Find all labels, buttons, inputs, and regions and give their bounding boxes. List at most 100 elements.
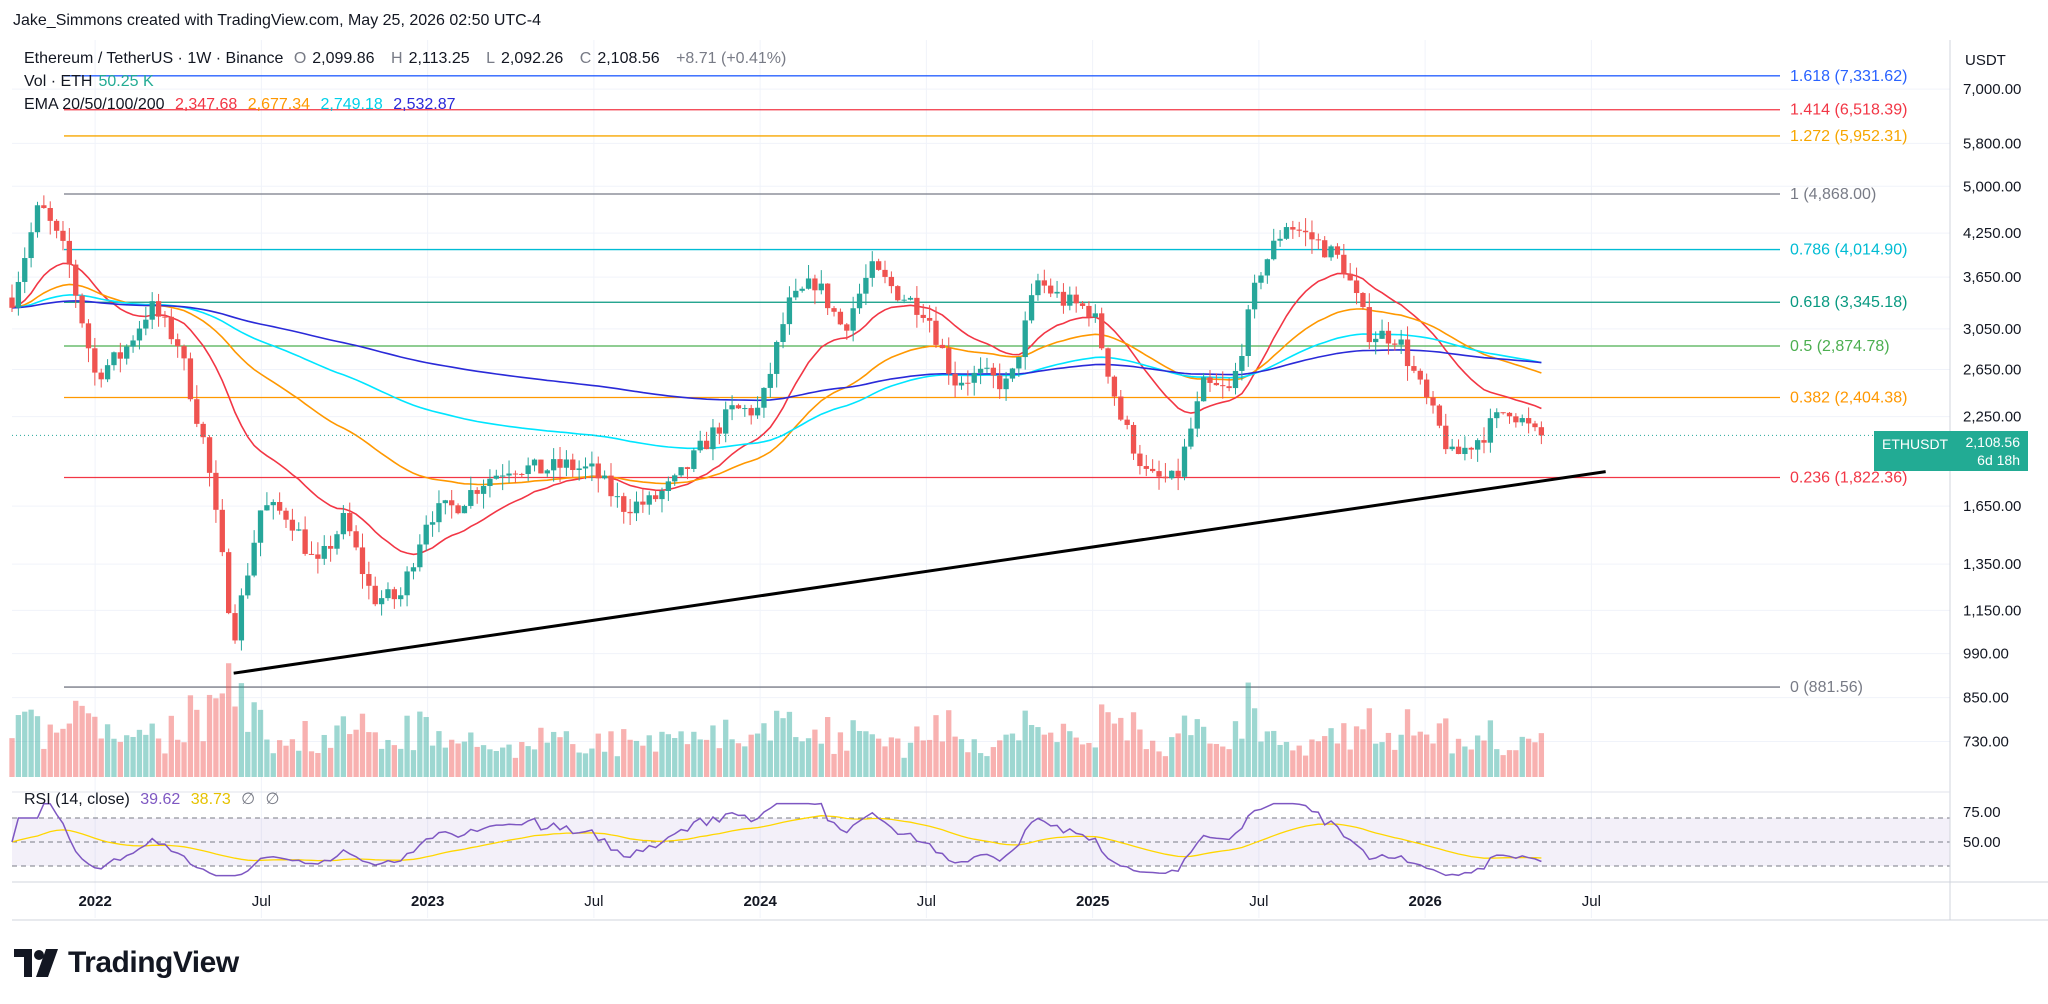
candle bbox=[238, 588, 245, 651]
candle bbox=[41, 195, 47, 209]
y-tick-label: 5,800.00 bbox=[1963, 135, 2021, 152]
volume-bar bbox=[1028, 724, 1035, 777]
fib-label-1: 1.414 (6,518.39) bbox=[1790, 102, 1907, 119]
volume-bar bbox=[461, 741, 468, 777]
x-tick-label: Jul bbox=[1249, 893, 1268, 910]
fib-label-3: 1 (4,868.00) bbox=[1790, 186, 1876, 203]
currency-label[interactable]: USDT bbox=[1965, 52, 2006, 69]
candle bbox=[1468, 446, 1474, 459]
volume-bar bbox=[1099, 704, 1105, 777]
volume-bar bbox=[1124, 740, 1130, 777]
candle bbox=[1003, 371, 1009, 401]
volume-bar bbox=[60, 728, 66, 777]
volume-bar bbox=[1073, 737, 1079, 777]
candle bbox=[366, 561, 372, 600]
candle bbox=[257, 510, 264, 557]
volume-bar bbox=[570, 744, 576, 777]
volume-bar bbox=[971, 739, 977, 777]
volume-bar bbox=[480, 745, 487, 777]
volume-bar bbox=[41, 748, 47, 777]
candle bbox=[1079, 301, 1086, 309]
candle bbox=[162, 310, 168, 328]
volume-bar bbox=[754, 733, 761, 777]
volume-bar bbox=[200, 741, 206, 777]
candle bbox=[1538, 421, 1545, 445]
rsi-legend: RSI (14, close) 39.62 38.73 ∅ ∅ bbox=[24, 791, 280, 808]
candle bbox=[385, 582, 391, 601]
candle bbox=[1277, 230, 1283, 247]
candle bbox=[455, 503, 461, 515]
volume-bar bbox=[665, 734, 672, 777]
volume-bar bbox=[1213, 743, 1220, 777]
volume-bar bbox=[1194, 719, 1200, 777]
candle bbox=[780, 312, 786, 349]
candle bbox=[1092, 304, 1098, 323]
volume-bar bbox=[1328, 728, 1334, 777]
volume-bar bbox=[1455, 738, 1462, 777]
candle bbox=[53, 219, 60, 239]
candle bbox=[659, 487, 665, 513]
volume-bar bbox=[691, 731, 697, 777]
tradingview-logo[interactable]: TradingView bbox=[14, 946, 239, 980]
volume-bar bbox=[181, 742, 187, 777]
volume-bar bbox=[1322, 736, 1328, 777]
candle bbox=[863, 264, 869, 305]
volume-bar bbox=[359, 713, 366, 777]
volume-bar bbox=[1105, 712, 1111, 777]
candle bbox=[1341, 244, 1347, 279]
volume-bar bbox=[226, 663, 232, 777]
candle bbox=[1130, 422, 1137, 460]
y-tick-label: 730.00 bbox=[1963, 734, 2009, 751]
candle bbox=[640, 489, 646, 513]
candle bbox=[423, 515, 429, 551]
ema50-line bbox=[11, 283, 1542, 486]
volume-bar bbox=[391, 745, 397, 777]
volume-bar bbox=[410, 750, 417, 777]
fib-label-7: 0.382 (2,404.38) bbox=[1790, 390, 1907, 407]
candle bbox=[1181, 438, 1188, 481]
candle bbox=[589, 451, 595, 482]
volume-bar bbox=[1149, 740, 1156, 777]
candle bbox=[1411, 355, 1417, 374]
candle bbox=[15, 271, 22, 316]
volume-bar bbox=[308, 751, 315, 777]
volume-bar bbox=[550, 731, 557, 777]
high-value: 2,113.25 bbox=[408, 50, 470, 67]
symbol-name[interactable]: Ethereum / TetherUS · 1W · Binance bbox=[24, 50, 284, 67]
candle bbox=[1430, 391, 1436, 414]
ema100-line bbox=[11, 294, 1542, 450]
candle bbox=[875, 258, 882, 271]
volume-bar bbox=[678, 731, 684, 777]
volume-bar bbox=[1309, 739, 1315, 777]
volume-bar bbox=[920, 740, 926, 777]
fib-label-5: 0.618 (3,345.18) bbox=[1790, 294, 1907, 311]
candle bbox=[1041, 269, 1047, 294]
volume-bar bbox=[729, 739, 735, 777]
candle bbox=[117, 342, 123, 373]
candle bbox=[1188, 417, 1194, 450]
y-tick-label: 1,350.00 bbox=[1963, 556, 2021, 573]
volume-bar bbox=[98, 738, 104, 777]
volume-bar bbox=[710, 725, 716, 777]
volume-bar bbox=[28, 709, 34, 777]
volume-bar bbox=[748, 734, 754, 777]
volume-bar bbox=[187, 695, 194, 777]
candle bbox=[990, 363, 996, 389]
candle bbox=[321, 535, 327, 565]
candle bbox=[98, 368, 104, 388]
volume-bar bbox=[155, 738, 162, 777]
price-tag-price: 2,108.56 bbox=[1965, 434, 2021, 450]
volume-bar bbox=[1271, 730, 1277, 777]
candle bbox=[143, 306, 149, 336]
candle bbox=[984, 357, 990, 373]
volume-bar bbox=[875, 738, 882, 777]
volume-bar bbox=[321, 734, 327, 777]
candle bbox=[1111, 375, 1118, 406]
candle bbox=[1373, 331, 1379, 355]
volume-bar bbox=[1385, 732, 1392, 777]
volume-bar bbox=[1532, 742, 1538, 777]
volume-bar bbox=[582, 753, 589, 777]
volume-bar bbox=[856, 730, 863, 777]
candle bbox=[1245, 304, 1251, 367]
